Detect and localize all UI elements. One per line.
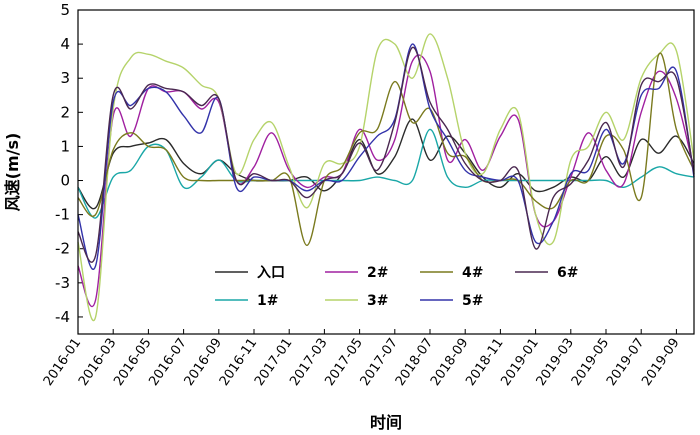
series-line-1 [77,118,695,210]
series-line-6 [77,43,695,270]
series-line-3 [77,54,695,308]
series-line-2 [77,128,695,219]
y-tick-label: 2 [60,103,70,121]
legend-label: 入口 [257,265,285,281]
series-line-4 [77,33,695,322]
y-tick-label: 1 [60,137,70,155]
legend-label: 1# [257,293,278,309]
series-line-5 [77,52,695,247]
x-axis-label: 时间 [370,413,402,432]
legend-label: 2# [367,265,388,281]
y-tick-label: -4 [55,308,70,326]
legend: 入口 2# 4# 6# 1# 3# 5# [215,265,578,309]
y-tick-label: -1 [55,206,70,224]
legend-label: 3# [367,293,388,309]
legend-label: 6# [557,265,578,281]
y-axis-ticks: -4 -3 -2 -1 0 1 2 3 4 5 [55,1,83,326]
y-tick-label: -3 [55,274,70,292]
series-line-7 [77,46,695,263]
series-lines [77,33,695,322]
y-tick-label: 4 [60,35,70,53]
plot-frame [77,9,695,335]
legend-label: 4# [462,265,483,281]
y-tick-label: 0 [60,172,70,190]
y-axis-label: 风速(m/s) [3,133,22,212]
x-axis-ticks: 2016-012016-032016-052016-072016-092016-… [41,329,683,389]
y-tick-label: 5 [60,1,70,19]
y-tick-label: -2 [55,240,70,258]
y-tick-label: 3 [60,69,70,87]
legend-label: 5# [462,293,483,309]
